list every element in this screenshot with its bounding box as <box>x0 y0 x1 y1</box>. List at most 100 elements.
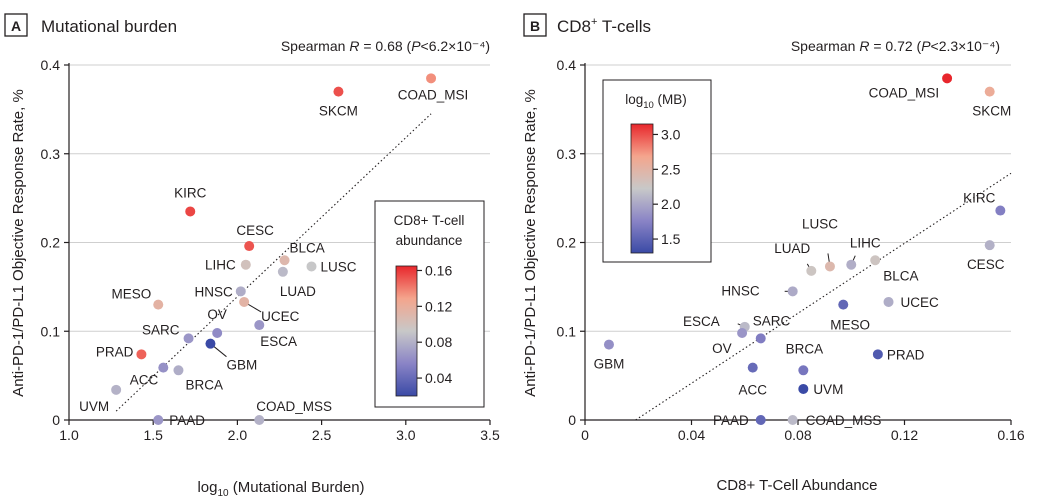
panel-a-point-label: PAAD <box>169 413 205 428</box>
panel-b-colorbar-title: log10 (MB) <box>625 92 687 111</box>
panel-a-point-label: LUAD <box>280 284 316 299</box>
panel-a-point-brca <box>173 365 184 376</box>
panel-a-point-kirc <box>185 206 196 217</box>
panel-a-point-blca <box>279 255 290 266</box>
panel-a-x-tick-label: 3.0 <box>396 427 416 443</box>
panel-a-colorbar-gradient <box>395 265 418 397</box>
panel-b-y-tick-label: 0 <box>568 412 576 428</box>
panel-a-x-tick-label: 1.0 <box>59 427 79 443</box>
panel-b-point-kirc <box>995 205 1006 216</box>
panel-b-point-label: LUAD <box>774 241 810 256</box>
panel-a-point-ucec <box>239 296 250 307</box>
panel-b-colorbar-legend: log10 (MB) 1.5 2.0 2.5 3.0 <box>602 79 712 263</box>
panel-b-point-label: SARC <box>753 313 791 328</box>
panel-b-y-tick-label: 0.3 <box>557 146 577 162</box>
panel-b-title-rest: T-cells <box>597 17 651 36</box>
panel-b-stat-end: <2.3×10⁻⁴) <box>931 38 1000 54</box>
panel-a-y-tick-label: 0 <box>52 412 60 428</box>
panel-a-colorbar-title-line1: CD8+ T-cell <box>394 213 465 228</box>
panel-b-y-tick-label: 0.2 <box>557 235 577 251</box>
panel-a-colorbar-frame <box>374 200 485 408</box>
panel-b-point-uvm <box>798 383 809 394</box>
panel-a-point-hnsc <box>235 286 246 297</box>
panel-b-point-acc <box>747 362 758 373</box>
panel-b-colorbar-tick-label: 2.5 <box>661 161 681 177</box>
panel-b-stat-mid: = 0.72 ( <box>869 38 921 54</box>
panel-b-point-label: COAD_MSS <box>806 413 882 428</box>
panel-b-point-lusc <box>824 261 835 272</box>
panel-a-y-tick-label: 0.3 <box>41 146 61 162</box>
panel-b-point-label: BRCA <box>786 341 824 356</box>
panel-a-y-tick-label: 0.4 <box>41 57 61 73</box>
panel-b-plot: 0 0.04 0.08 0.12 0.16 0 0.1 0.2 0.3 0.4 COAD_MSI SK… <box>557 57 1025 443</box>
panel-b-colorbar-tick-label: 3.0 <box>661 126 681 142</box>
panel-b-x-axis-title: CD8+ T-Cell Abundance <box>716 477 877 494</box>
panel-a-stat-end: <6.2×10⁻⁴) <box>421 38 490 54</box>
panel-a-stat: Spearman R = 0.68 (P<6.2×10⁻⁴) <box>281 38 490 54</box>
panel-b-point-lihc <box>846 259 857 270</box>
panel-b-point-prad <box>872 349 883 360</box>
panel-b-x-tick-label: 0.08 <box>784 427 811 443</box>
panel-a-x-tick-label: 3.5 <box>480 427 500 443</box>
panel-b-point-coad-mss <box>787 415 798 425</box>
panel-b-point-label: UVM <box>813 382 843 397</box>
panel-a-point-label: OV <box>207 307 227 322</box>
panel-a-point-label: GBM <box>226 358 257 373</box>
panel-a-point-label: PRAD <box>96 344 134 359</box>
panel-a-point-lusc <box>306 261 317 272</box>
panel-a-letter-box <box>4 13 28 37</box>
panel-b-x-tick-label: 0.12 <box>891 427 918 443</box>
panel-a-point-meso <box>153 299 164 310</box>
panel-a-point-label: COAD_MSI <box>398 87 469 102</box>
panel-b-point-blca <box>870 255 881 266</box>
panel-a-colorbar-title-line2: abundance <box>396 233 463 248</box>
panel-a-stat-p: P <box>411 38 421 54</box>
panel-b-colorbar-frame <box>602 79 712 263</box>
panel-a-point-label: UCEC <box>261 309 300 324</box>
panel-b-point-label: MESO <box>830 318 870 333</box>
panel-a-y-axis-title: Anti-PD-1/PD-L1 Objective Response Rate,… <box>10 89 27 397</box>
panel-a-point-label: KIRC <box>174 185 207 200</box>
panel-b-point-meso <box>838 299 849 310</box>
panel-a-point-label: CESC <box>236 223 274 238</box>
panel-b-point-coad-msi <box>942 73 953 84</box>
panel-a-x-tick-label: 1.5 <box>143 427 163 443</box>
panel-a-stat-r: R <box>349 38 359 54</box>
panel-a-point-label: LUSC <box>320 259 356 274</box>
panel-b-point-ucec <box>883 296 894 307</box>
panel-b-colorbar-title-main: log <box>625 92 643 107</box>
panel-b-stat: Spearman R = 0.72 (P<2.3×10⁻⁴) <box>791 38 1000 54</box>
panel-a-point-label: SKCM <box>319 104 358 119</box>
panel-a-point-label: ACC <box>130 373 159 388</box>
panel-a-point-skcm <box>333 86 344 97</box>
panel-b-trend-line <box>635 172 1012 421</box>
panel-a-letter: A <box>11 18 21 34</box>
panel-b-colorbar-title-sub: 10 <box>643 100 654 111</box>
panel-b-stat-r: R <box>859 38 869 54</box>
panel-a-point-esca <box>254 320 265 331</box>
panel-b-point-label: GBM <box>594 357 625 372</box>
panel-a-colorbar-tick-label: 0.16 <box>425 262 452 278</box>
panel-b-point-gbm <box>603 339 614 350</box>
panel-a-x-tick-label: 2.0 <box>228 427 248 443</box>
panel-b-point-luad <box>806 265 817 276</box>
panel-b-colorbar-gradient <box>630 123 654 254</box>
panel-b-point-sarc <box>755 333 766 344</box>
panel-b-stat-p: P <box>921 38 931 54</box>
panel-b-header: B CD8+ T-cells Spearman R = 0.72 (P<2.3×… <box>523 13 1000 54</box>
panel-b-y-tick-label: 0.4 <box>557 57 577 73</box>
panel-a-plot: 1.0 1.5 2.0 2.5 3.0 3.5 0 0.1 0.2 0.3 0.4 COAD_MSI S… <box>41 57 500 443</box>
panel-a-colorbar-tick-label: 0.12 <box>425 298 452 314</box>
panel-a-point-label: ESCA <box>260 334 297 349</box>
panel-a-point-cesc <box>244 241 255 252</box>
panel-b-point-label: SKCM <box>972 104 1011 119</box>
panel-b-point-label: PRAD <box>887 347 925 362</box>
panel-a-point-coad-msi <box>426 73 437 84</box>
panel-a-point-acc <box>158 362 169 373</box>
panel-b-point-label: BLCA <box>883 268 918 283</box>
panel-a-colorbar-tick-label: 0.04 <box>425 370 452 386</box>
panel-a-point-luad <box>277 266 288 277</box>
panel-a-point-label: MESO <box>111 287 151 302</box>
panel-a-stat-mid: = 0.68 ( <box>359 38 411 54</box>
panel-b-point-label: HNSC <box>721 283 760 298</box>
